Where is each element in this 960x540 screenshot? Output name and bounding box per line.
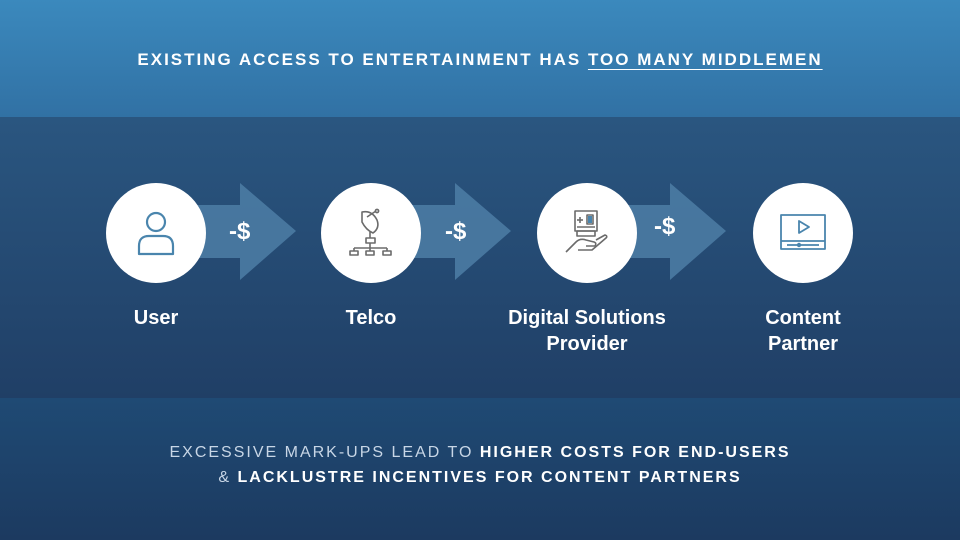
footer-bold-text: LACKLUSTRE INCENTIVES FOR CONTENT PARTNE… bbox=[237, 469, 742, 486]
footer-line-2: & LACKLUSTRE INCENTIVES FOR CONTENT PART… bbox=[0, 465, 960, 490]
arrow-provider-to-content bbox=[618, 183, 728, 280]
node-digital-solutions-provider bbox=[537, 183, 637, 283]
node-label-line: Partner bbox=[767, 333, 839, 355]
hand-card-icon bbox=[565, 210, 608, 253]
node-label-telco: Telco bbox=[271, 305, 471, 331]
node-label-line: Provider bbox=[546, 333, 628, 355]
node-label-user: User bbox=[56, 305, 256, 331]
node-label-text: User bbox=[133, 307, 179, 329]
user-icon bbox=[137, 211, 175, 256]
node-user bbox=[106, 183, 206, 283]
video-player-icon bbox=[780, 214, 826, 250]
headline-emphasis: TOO MANY MIDDLEMEN bbox=[587, 50, 823, 69]
node-telco bbox=[321, 183, 421, 283]
footer-light-text: & bbox=[218, 469, 238, 486]
arrow-user-to-telco bbox=[188, 183, 298, 280]
cost-marker: -$ bbox=[654, 213, 676, 240]
arrow-telco-to-provider bbox=[403, 183, 513, 280]
footer-band bbox=[0, 398, 960, 540]
node-label-content-partner: Content Partner bbox=[703, 305, 903, 357]
footer-statement: EXCESSIVE MARK-UPS LEAD TO HIGHER COSTS … bbox=[0, 440, 960, 490]
node-content-partner bbox=[753, 183, 853, 283]
footer-line-1: EXCESSIVE MARK-UPS LEAD TO HIGHER COSTS … bbox=[0, 440, 960, 465]
footer-bold-text: HIGHER COSTS FOR END-USERS bbox=[479, 444, 791, 461]
node-label-digital-solutions-provider: Digital Solutions Provider bbox=[487, 305, 687, 357]
node-label-line: Content bbox=[765, 307, 841, 329]
header-band bbox=[0, 0, 960, 117]
cost-marker: -$ bbox=[229, 218, 251, 245]
node-label-text: Telco bbox=[345, 307, 397, 329]
headline: EXISTING ACCESS TO ENTERTAINMENT HAS TOO… bbox=[0, 50, 960, 70]
cost-marker: -$ bbox=[445, 218, 467, 245]
headline-prefix: EXISTING ACCESS TO ENTERTAINMENT HAS bbox=[137, 50, 588, 69]
footer-light-text: EXCESSIVE MARK-UPS LEAD TO bbox=[169, 444, 480, 461]
satellite-dish-icon bbox=[349, 208, 392, 256]
node-label-line: Digital Solutions bbox=[508, 307, 666, 329]
